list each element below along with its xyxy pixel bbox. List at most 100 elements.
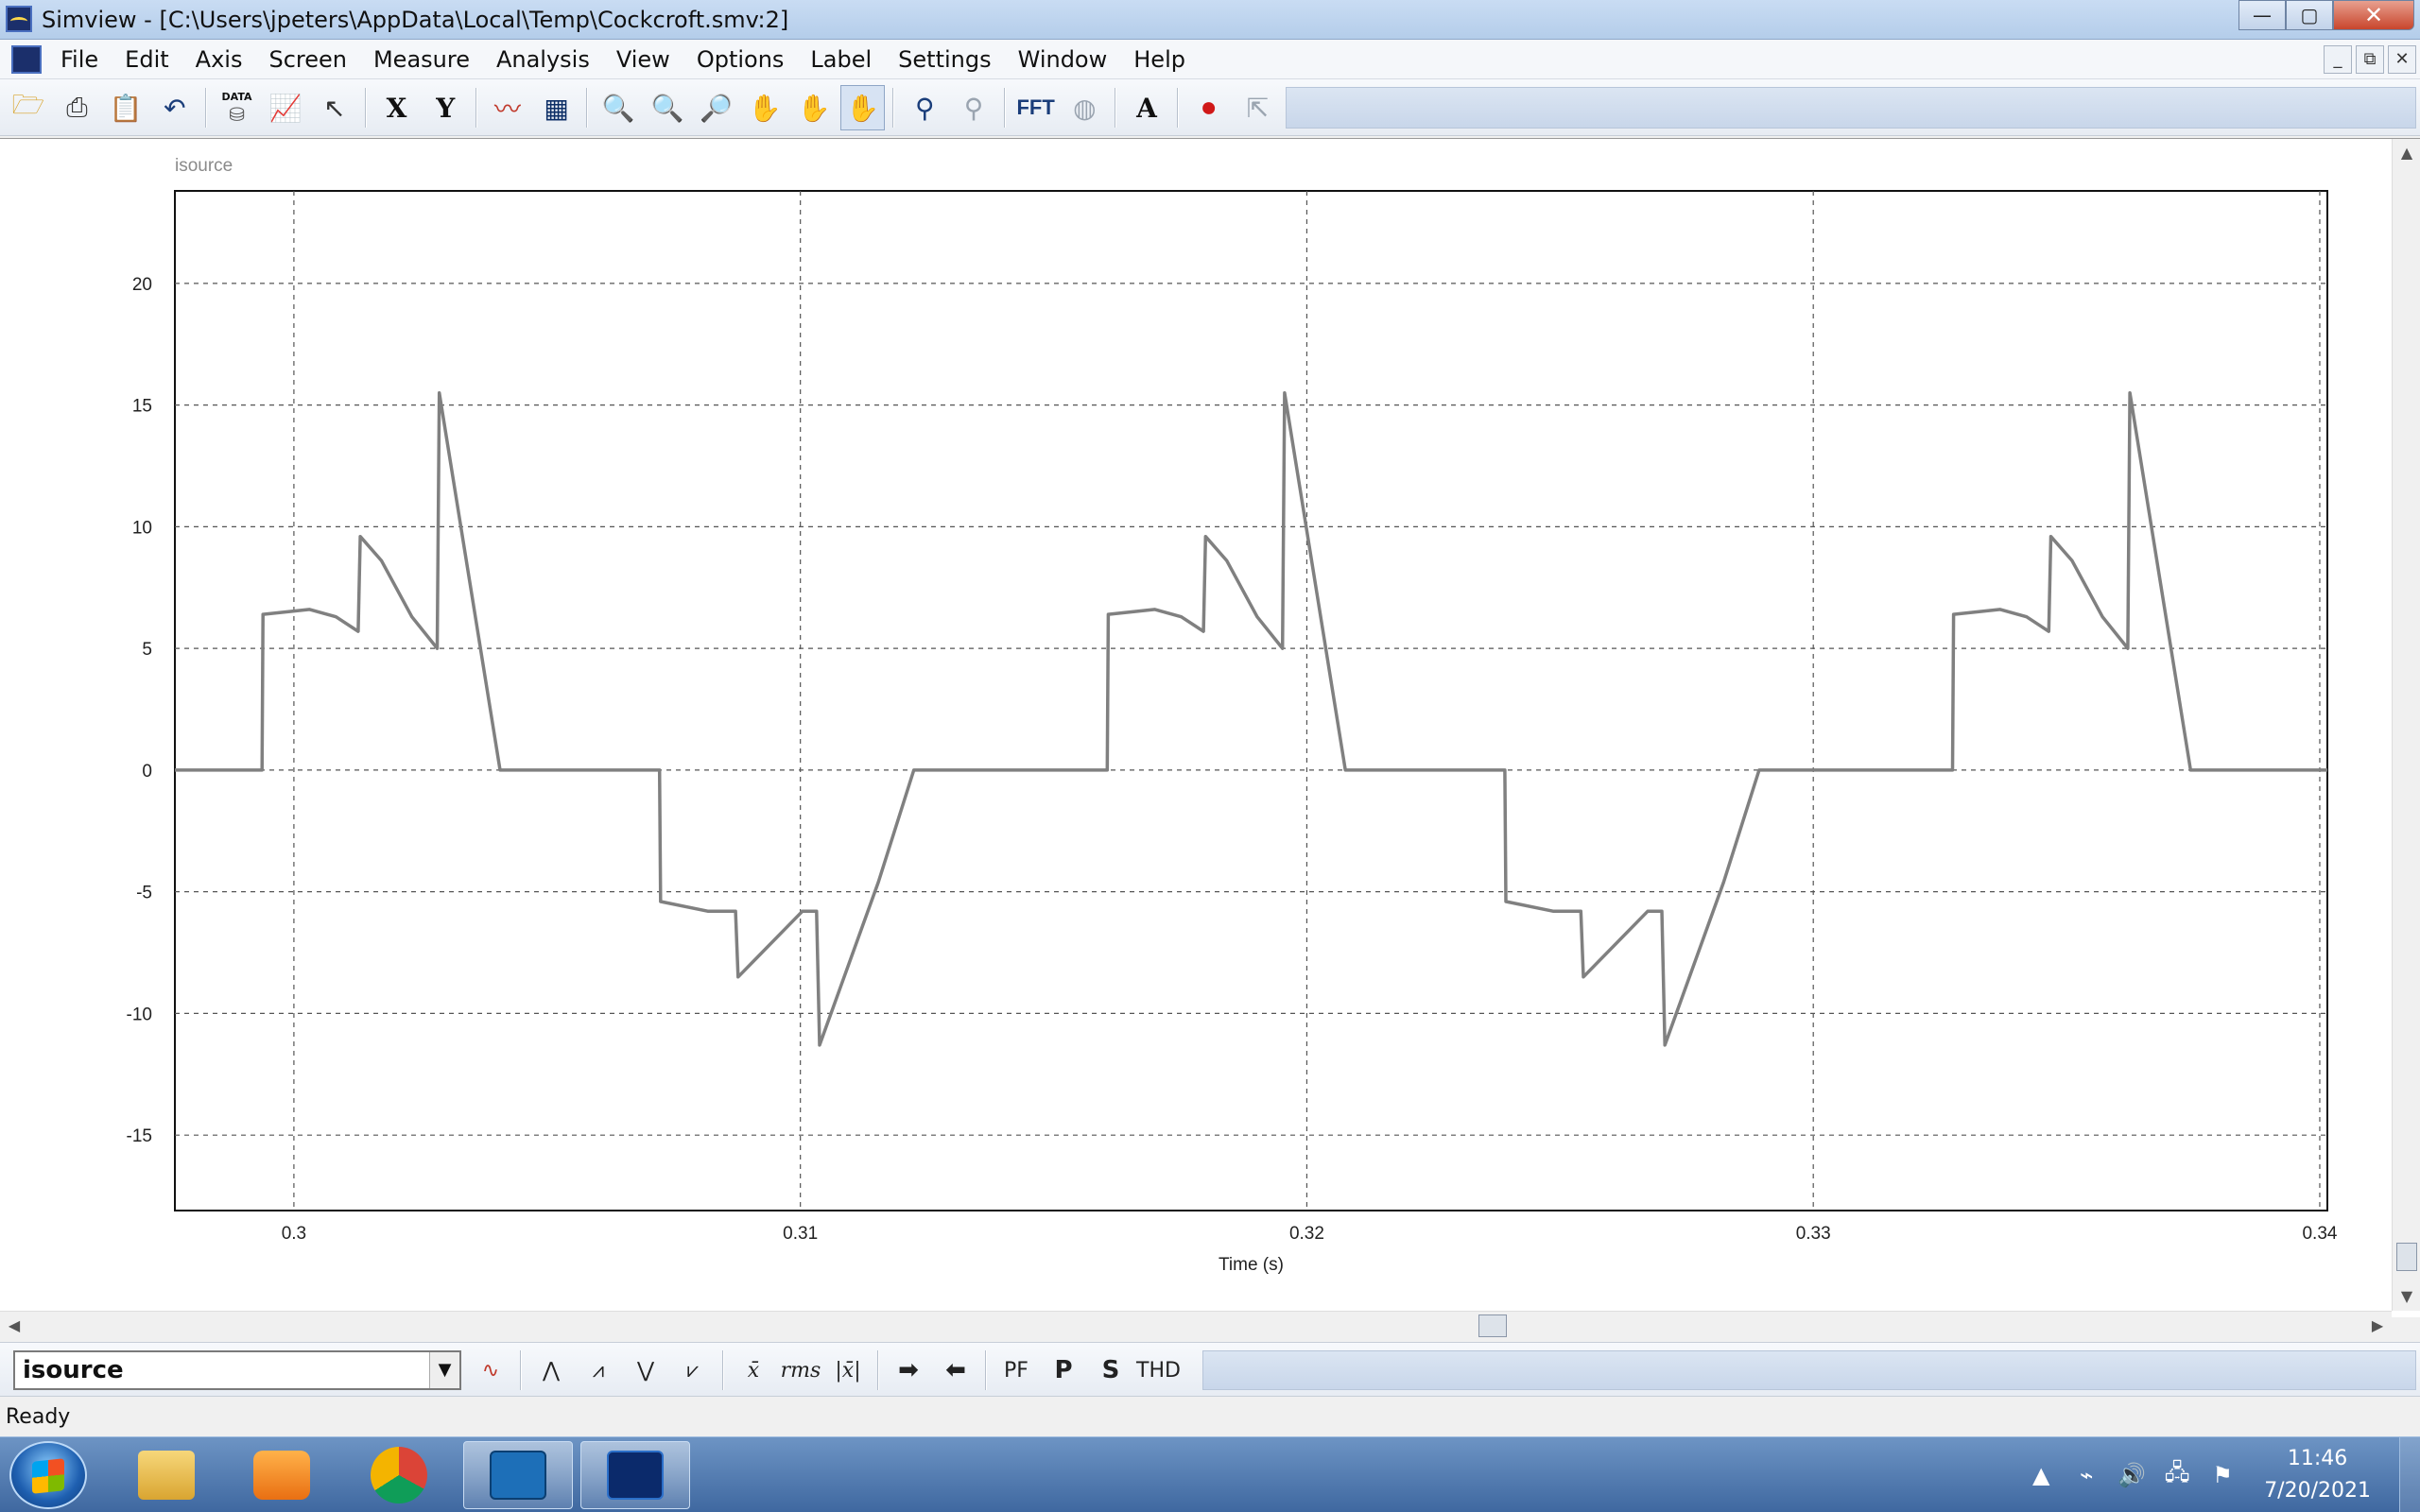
doc-minimize-button[interactable]: _ xyxy=(2324,45,2352,74)
text-label-button[interactable]: A xyxy=(1136,92,1157,124)
volume-icon[interactable]: 🔊 xyxy=(2118,1462,2147,1488)
y-tick-label: -10 xyxy=(127,1005,152,1024)
real-power-button[interactable]: P xyxy=(1054,1356,1073,1384)
zoom-in-icon: 🔍 xyxy=(650,92,684,124)
doc-restore-button[interactable]: ⧉ xyxy=(2356,45,2384,74)
menu-help[interactable]: Help xyxy=(1133,46,1185,73)
hand-icon: ✋ xyxy=(797,92,831,124)
undo-button[interactable]: ↶ xyxy=(152,85,198,130)
spectrum-button[interactable]: ◍ xyxy=(1062,85,1107,130)
fft-button[interactable]: FFT xyxy=(1016,95,1055,119)
horizontal-scroll-thumb[interactable] xyxy=(1478,1314,1507,1337)
menu-view[interactable]: View xyxy=(615,46,670,73)
open-file-button[interactable]: 🗁 xyxy=(6,85,51,130)
chevron-down-icon[interactable]: ▼ xyxy=(429,1352,459,1388)
minimize-button[interactable]: — xyxy=(2238,0,2286,30)
scroll-left-arrow-icon[interactable]: ◀ xyxy=(8,1316,21,1334)
pan-x-button[interactable]: ✋ xyxy=(742,85,787,130)
scroll-down-arrow-icon[interactable]: ▼ xyxy=(2400,1287,2413,1305)
window-title-bar[interactable]: Simview - [C:\Users\jpeters\AppData\Loca… xyxy=(0,0,2420,40)
menu-analysis[interactable]: Analysis xyxy=(495,46,590,73)
mean-button[interactable]: x̄ xyxy=(747,1358,760,1383)
menu-options[interactable]: Options xyxy=(696,46,785,73)
local-min-button[interactable]: ⩗ xyxy=(671,1349,715,1392)
horizontal-scrollbar[interactable]: ◀ ▶ xyxy=(0,1311,2392,1339)
apparent-power-button[interactable]: S xyxy=(1101,1356,1120,1384)
window-title: Simview - [C:\Users\jpeters\AppData\Loca… xyxy=(42,7,789,33)
y-axis-button[interactable]: Y xyxy=(436,92,456,124)
doc-close-button[interactable]: ✕ xyxy=(2388,45,2416,74)
zoom-out-button[interactable]: 🔎 xyxy=(694,85,739,130)
menu-settings[interactable]: Settings xyxy=(898,46,992,73)
taskbar-explorer[interactable] xyxy=(112,1441,221,1509)
select-pointer-button[interactable]: ↖ xyxy=(312,85,357,130)
folder-icon xyxy=(138,1451,195,1500)
variable-select[interactable]: isource ▼ xyxy=(13,1350,461,1390)
print-button[interactable]: ⎙ xyxy=(55,85,100,130)
measure-probe-button[interactable]: ⚲ xyxy=(902,85,947,130)
vertical-scrollbar[interactable]: ▲ ▼ xyxy=(2392,139,2420,1311)
plot-window[interactable]: isource 20 15 10 5 0 -5 -10 -15 0.3 0.31 0.32 0.33… xyxy=(0,138,2420,1339)
power-factor-button[interactable]: PF xyxy=(1004,1358,1028,1383)
menu-edit[interactable]: Edit xyxy=(125,46,169,73)
taskbar-media-player[interactable] xyxy=(227,1441,337,1509)
y-tick-labels: 20 15 10 5 0 -5 -10 -15 xyxy=(127,275,152,1146)
thd-button[interactable]: THD xyxy=(1136,1358,1181,1383)
menu-measure[interactable]: Measure xyxy=(372,46,470,73)
clock[interactable]: 11:46 7/20/2021 xyxy=(2264,1443,2371,1507)
pan-button[interactable]: ✋ xyxy=(839,85,886,130)
screen-layout-button[interactable]: ▦ xyxy=(534,85,579,130)
taskbar-psim[interactable] xyxy=(463,1441,573,1509)
vertical-scroll-thumb[interactable] xyxy=(2396,1243,2417,1271)
plot-settings-button[interactable]: 📈 xyxy=(263,85,308,130)
previous-button[interactable]: ⬅ xyxy=(934,1349,977,1392)
toolbar-separator xyxy=(520,1350,522,1390)
plot-canvas[interactable]: isource 20 15 10 5 0 -5 -10 -15 0.3 0.31 0.32 0.33… xyxy=(0,139,2392,1311)
x-tick-label: 0.32 xyxy=(1289,1224,1324,1244)
zoom-button[interactable]: 🔍 xyxy=(596,85,641,130)
main-toolbar: 🗁 ⎙ 📋 ↶ DATA ⛁ 📈 ↖ X Y 〰 ▦ 🔍 🔍 🔎 ✋ ✋ ✋ ⚲… xyxy=(0,79,2420,136)
data-button[interactable]: DATA ⛁ xyxy=(215,85,260,130)
close-button[interactable]: ✕ xyxy=(2333,0,2414,30)
menu-window[interactable]: Window xyxy=(1017,46,1108,73)
zoom-in-button[interactable]: 🔍 xyxy=(645,85,690,130)
abs-mean-button[interactable]: |x̄| xyxy=(835,1358,861,1383)
waveform-select-button[interactable]: ∿ xyxy=(469,1349,512,1392)
action-center-flag-icon[interactable]: ⚑ xyxy=(2212,1462,2233,1488)
taskbar-chrome[interactable] xyxy=(344,1441,454,1509)
scroll-right-arrow-icon[interactable]: ▶ xyxy=(2371,1316,2384,1334)
scroll-up-arrow-icon[interactable]: ▲ xyxy=(2400,144,2413,162)
add-trace-button[interactable]: 〰 xyxy=(485,85,530,130)
start-button[interactable] xyxy=(9,1441,87,1509)
copy-clipboard-button[interactable]: 📋 xyxy=(103,85,148,130)
export-button[interactable]: ⇱ xyxy=(1235,85,1280,130)
isource-trace[interactable] xyxy=(175,390,2327,1047)
min-button[interactable]: ⋁ xyxy=(624,1349,667,1392)
y-tick-label: 15 xyxy=(132,397,152,417)
measure-probe-alt-button[interactable]: ⚲ xyxy=(951,85,996,130)
show-desktop-button[interactable] xyxy=(2399,1437,2420,1512)
local-max-button[interactable]: ⩘ xyxy=(577,1349,620,1392)
pan-y-button[interactable]: ✋ xyxy=(791,85,837,130)
x-tick-labels: 0.3 0.31 0.32 0.33 0.34 xyxy=(282,1224,2338,1244)
menu-label[interactable]: Label xyxy=(810,46,873,73)
next-button[interactable]: ➡ xyxy=(887,1349,930,1392)
menu-axis[interactable]: Axis xyxy=(195,46,243,73)
record-button[interactable]: ⏺ xyxy=(1186,85,1232,130)
max-button[interactable]: ⋀ xyxy=(529,1349,573,1392)
maximize-button[interactable]: ▢ xyxy=(2286,0,2333,30)
trace-name-label: isource xyxy=(175,156,233,176)
y-tick-label: 20 xyxy=(132,275,152,295)
tray-expand-icon[interactable]: ▲ xyxy=(2031,1462,2050,1488)
menu-screen[interactable]: Screen xyxy=(268,46,347,73)
tray-device-icon[interactable]: ⌁ xyxy=(2079,1462,2094,1488)
waveform-icon: 〰 xyxy=(493,94,521,125)
menu-file[interactable]: File xyxy=(60,46,99,73)
document-icon[interactable] xyxy=(11,45,42,74)
x-axis-button[interactable]: X xyxy=(386,92,407,124)
rms-button[interactable]: rms xyxy=(780,1358,821,1383)
network-icon[interactable]: 🖧 xyxy=(2164,1458,2190,1486)
taskbar-simview[interactable] xyxy=(580,1441,690,1509)
simview-app-icon[interactable] xyxy=(6,6,32,32)
taskbar: ▲ ⌁ 🔊 🖧 ⚑ 11:46 7/20/2021 xyxy=(0,1436,2420,1512)
